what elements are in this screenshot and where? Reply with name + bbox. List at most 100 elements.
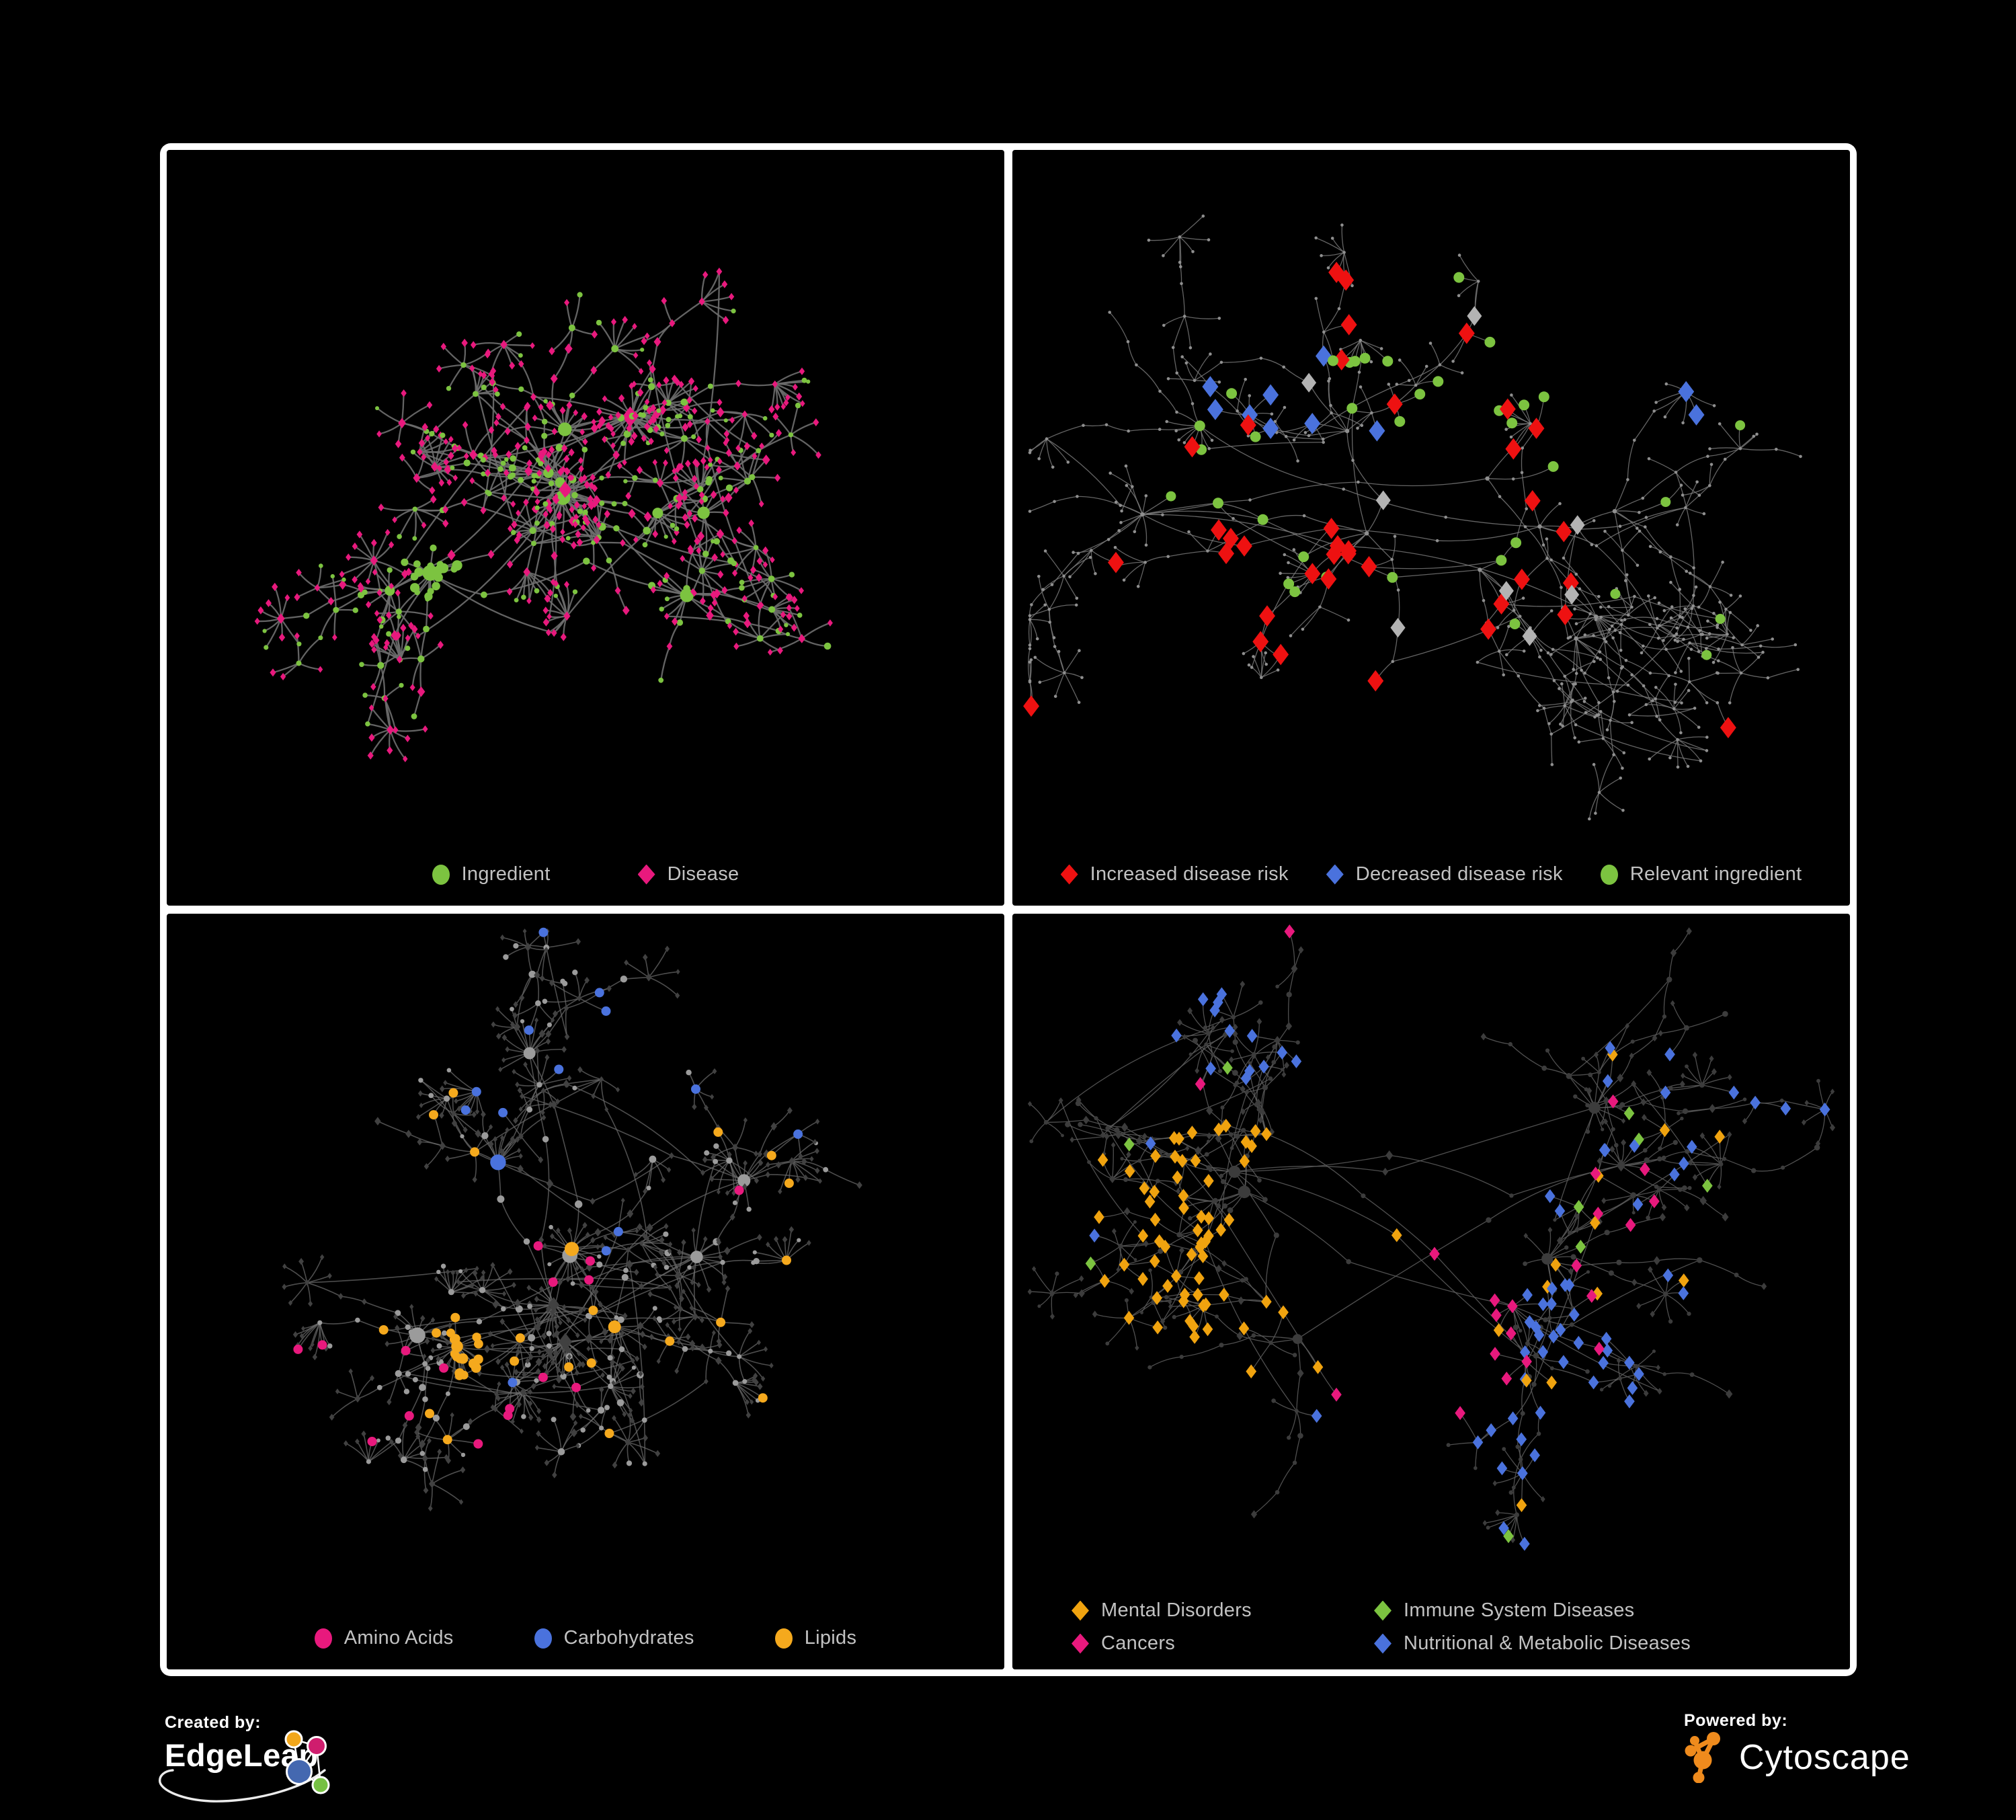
node-circle [352,607,358,613]
node-circle [1509,1193,1514,1198]
node-diamond [1627,1381,1638,1395]
node-diamond [704,418,711,426]
node-circle [427,562,434,569]
node-circle [1707,632,1711,635]
node-circle [1630,673,1634,676]
node-diamond [785,394,791,401]
node-circle [1029,448,1032,452]
node-circle [1272,1044,1277,1050]
node-circle [1180,282,1183,286]
node-circle [1359,338,1363,342]
node-diamond [1250,1510,1258,1519]
node-diamond [1636,1302,1642,1310]
node-diamond [515,1081,520,1088]
node-circle [1292,548,1296,551]
node-circle [1624,659,1628,662]
node-diamond [643,511,652,522]
node-circle [1662,639,1665,642]
node-diamond [652,1315,657,1321]
node-diamond [599,1339,604,1345]
node-circle [485,489,490,495]
node-diamond [801,1158,807,1166]
node-diamond [567,1075,572,1082]
legend-label: Cancers [1101,1632,1176,1654]
node-diamond [591,564,597,572]
node-circle [1612,753,1615,756]
node-circle [1164,1295,1169,1300]
node-circle [1599,710,1603,713]
node-diamond [1304,563,1321,584]
node-circle [366,1459,371,1464]
node-circle [687,413,693,420]
node-circle [1611,690,1615,694]
node-circle [1662,1372,1666,1376]
node-circle [1605,728,1609,731]
node-diamond [504,427,511,436]
node-circle [1570,700,1573,704]
node-circle [1520,471,1524,475]
node-circle [1626,613,1630,617]
node-circle [586,1408,591,1413]
node-circle [1175,371,1178,375]
node-circle [262,629,267,633]
node-diamond [758,1159,764,1166]
node-circle [1193,379,1197,383]
node-circle [1598,650,1602,654]
node-diamond [631,1387,636,1395]
node-circle [521,1414,526,1419]
node-diamond [528,1414,534,1421]
node-circle [1521,596,1525,600]
node-circle [1529,422,1532,426]
node-diamond [430,1347,436,1353]
node-circle [1636,563,1640,567]
node-diamond [1650,1310,1655,1318]
node-diamond [514,442,521,450]
node-diamond [1829,1123,1836,1132]
node-circle [560,978,565,984]
node-diamond [493,1136,497,1143]
node-diamond [524,436,530,444]
node-diamond [430,1317,436,1323]
node-diamond [815,1118,820,1125]
node-diamond [681,1288,686,1294]
node-diamond [698,491,705,499]
node-diamond [545,464,552,473]
node-diamond [616,1086,620,1093]
node-circle [1660,497,1671,508]
node-diamond [667,1248,672,1255]
node-diamond [1472,1435,1484,1450]
node-diamond [559,535,565,543]
node-circle [608,1320,621,1333]
node-diamond [445,1339,450,1346]
node-circle [1523,525,1527,528]
node-circle [1248,394,1251,397]
node-diamond [1727,1074,1732,1080]
node-diamond [1189,1330,1200,1344]
node-diamond [675,992,680,999]
node-circle [1076,551,1080,555]
node-circle [1105,1125,1111,1131]
node-circle [448,1289,454,1296]
node-diamond [827,619,833,627]
node-diamond [663,459,668,467]
node-circle [739,580,745,586]
node-diamond [593,535,600,545]
panel-disease-category: Mental Disorders Immune System Diseases Ca… [1012,914,1850,1669]
node-circle [1140,1311,1143,1314]
node-circle [620,440,627,446]
node-circle [1658,624,1661,627]
node-diamond [1670,949,1677,957]
node-circle [1476,660,1480,664]
node-diamond [1219,1288,1229,1302]
node-circle [572,970,578,976]
node-circle [1435,539,1439,543]
legend-marker-circle-icon [314,1628,332,1649]
node-diamond [663,571,670,580]
node-diamond [750,1399,754,1405]
node-circle [1286,576,1290,580]
node-circle [1682,1185,1687,1191]
legend-item: Mental Disorders [1072,1599,1374,1622]
node-diamond [572,520,578,528]
node-diamond [1467,306,1482,326]
node-circle [1050,583,1054,586]
